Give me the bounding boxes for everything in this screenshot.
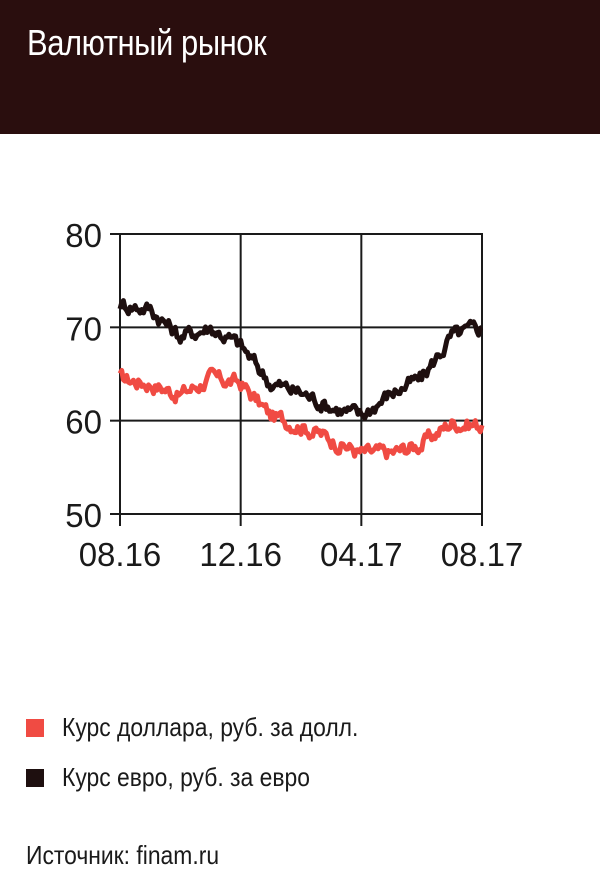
header-bar: Валютный рынок	[0, 0, 600, 134]
y-tick-label: 60	[65, 404, 102, 441]
legend-label-usd: Курс доллара, руб. за долл.	[62, 712, 359, 742]
legend-item-usd: Курс доллара, руб. за долл.	[26, 712, 399, 743]
x-tick-label: 12.16	[199, 536, 282, 573]
x-tick-label: 04.17	[320, 536, 403, 573]
y-tick-label: 80	[65, 217, 102, 254]
legend-label-eur: Курс евро, руб. за евро	[62, 762, 310, 792]
chart-title: Валютный рынок	[27, 22, 267, 63]
x-tick-label: 08.17	[441, 536, 524, 573]
line-chart: 50 60 70 80 08.16 12.16 04.17 08.17	[65, 217, 524, 573]
y-tick-label: 50	[65, 497, 102, 534]
series-line-eur	[117, 298, 484, 421]
legend-swatch-usd	[26, 718, 44, 737]
legend-swatch-eur	[26, 768, 44, 787]
y-tick-label: 70	[65, 310, 102, 347]
x-tick-label: 08.16	[79, 536, 162, 573]
source-note: Источник: finam.ru	[26, 840, 220, 870]
series-line-usd	[117, 366, 485, 461]
legend-item-eur: Курс евро, руб. за евро	[26, 762, 344, 793]
